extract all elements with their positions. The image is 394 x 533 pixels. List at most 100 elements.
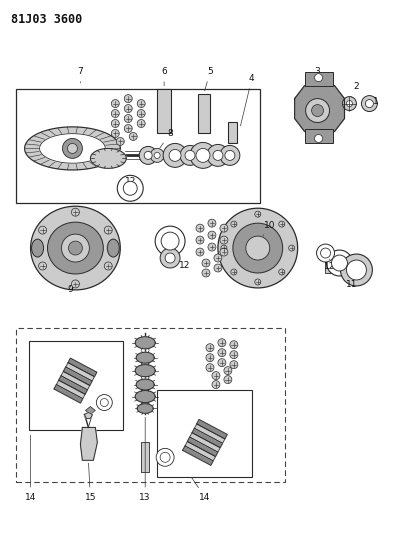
Ellipse shape <box>32 239 44 257</box>
Ellipse shape <box>48 222 103 274</box>
Circle shape <box>231 221 237 227</box>
Polygon shape <box>61 372 90 390</box>
Bar <box>228 122 237 143</box>
Circle shape <box>206 364 214 372</box>
Circle shape <box>208 231 216 239</box>
Circle shape <box>67 143 78 154</box>
Circle shape <box>161 232 179 250</box>
Circle shape <box>221 245 227 251</box>
Text: 3: 3 <box>315 67 320 82</box>
Text: 5: 5 <box>205 67 213 91</box>
Circle shape <box>346 260 366 280</box>
Ellipse shape <box>218 208 297 288</box>
Polygon shape <box>68 358 97 377</box>
Text: 9: 9 <box>68 285 73 294</box>
Circle shape <box>61 234 89 262</box>
Circle shape <box>111 119 119 127</box>
Ellipse shape <box>233 223 283 273</box>
Circle shape <box>137 100 145 108</box>
Circle shape <box>163 143 187 167</box>
Circle shape <box>206 344 214 352</box>
Polygon shape <box>56 380 85 399</box>
Circle shape <box>71 280 80 288</box>
Polygon shape <box>80 427 97 461</box>
Circle shape <box>220 236 228 244</box>
Circle shape <box>279 269 285 275</box>
Circle shape <box>346 101 353 107</box>
Circle shape <box>180 146 200 165</box>
Circle shape <box>316 244 335 262</box>
Polygon shape <box>84 413 92 418</box>
Circle shape <box>365 100 374 108</box>
Circle shape <box>230 351 238 359</box>
Polygon shape <box>197 419 227 439</box>
Circle shape <box>208 219 216 227</box>
Polygon shape <box>190 433 220 452</box>
Circle shape <box>165 253 175 263</box>
Polygon shape <box>135 365 155 377</box>
Circle shape <box>212 381 220 389</box>
Polygon shape <box>63 367 92 385</box>
Ellipse shape <box>107 239 119 257</box>
Text: 14: 14 <box>191 478 211 502</box>
Circle shape <box>124 95 132 102</box>
Circle shape <box>39 262 46 270</box>
Text: 10: 10 <box>263 221 275 236</box>
Circle shape <box>207 144 229 166</box>
Ellipse shape <box>31 206 120 290</box>
Polygon shape <box>54 385 83 403</box>
Polygon shape <box>325 260 342 273</box>
Circle shape <box>137 119 145 127</box>
Circle shape <box>123 181 137 195</box>
Circle shape <box>129 133 137 141</box>
Circle shape <box>342 96 357 110</box>
Text: 4: 4 <box>240 74 255 126</box>
Circle shape <box>312 104 323 117</box>
Circle shape <box>327 250 353 276</box>
Circle shape <box>208 243 216 251</box>
Circle shape <box>213 150 223 160</box>
Circle shape <box>220 224 228 232</box>
Bar <box>305 130 333 143</box>
Circle shape <box>111 100 119 108</box>
Circle shape <box>196 224 204 232</box>
Circle shape <box>202 269 210 277</box>
Text: 7: 7 <box>78 67 83 83</box>
Circle shape <box>139 147 157 164</box>
Circle shape <box>255 279 261 285</box>
Circle shape <box>230 361 238 369</box>
Circle shape <box>214 264 222 272</box>
Circle shape <box>306 99 329 123</box>
Text: 12: 12 <box>173 256 191 270</box>
Polygon shape <box>295 82 344 135</box>
Circle shape <box>144 151 152 159</box>
Circle shape <box>231 269 237 275</box>
Circle shape <box>279 221 285 227</box>
Circle shape <box>104 226 112 234</box>
Circle shape <box>220 146 240 165</box>
Circle shape <box>124 104 132 112</box>
Circle shape <box>218 349 226 357</box>
Circle shape <box>97 394 112 410</box>
Circle shape <box>224 376 232 384</box>
Text: 12: 12 <box>324 259 335 271</box>
Circle shape <box>361 95 377 111</box>
Polygon shape <box>24 127 120 170</box>
Circle shape <box>185 150 195 160</box>
Bar <box>157 88 171 133</box>
Circle shape <box>117 175 143 201</box>
Circle shape <box>124 115 132 123</box>
Text: 8: 8 <box>160 129 173 148</box>
Circle shape <box>230 341 238 349</box>
Circle shape <box>224 367 232 375</box>
Circle shape <box>202 259 210 267</box>
Bar <box>198 94 210 133</box>
Polygon shape <box>135 337 155 349</box>
Circle shape <box>71 208 80 216</box>
Circle shape <box>289 245 295 251</box>
Circle shape <box>212 372 220 379</box>
Text: 15: 15 <box>85 463 96 502</box>
Text: 1: 1 <box>365 97 378 106</box>
Bar <box>305 72 333 86</box>
Circle shape <box>104 262 112 270</box>
